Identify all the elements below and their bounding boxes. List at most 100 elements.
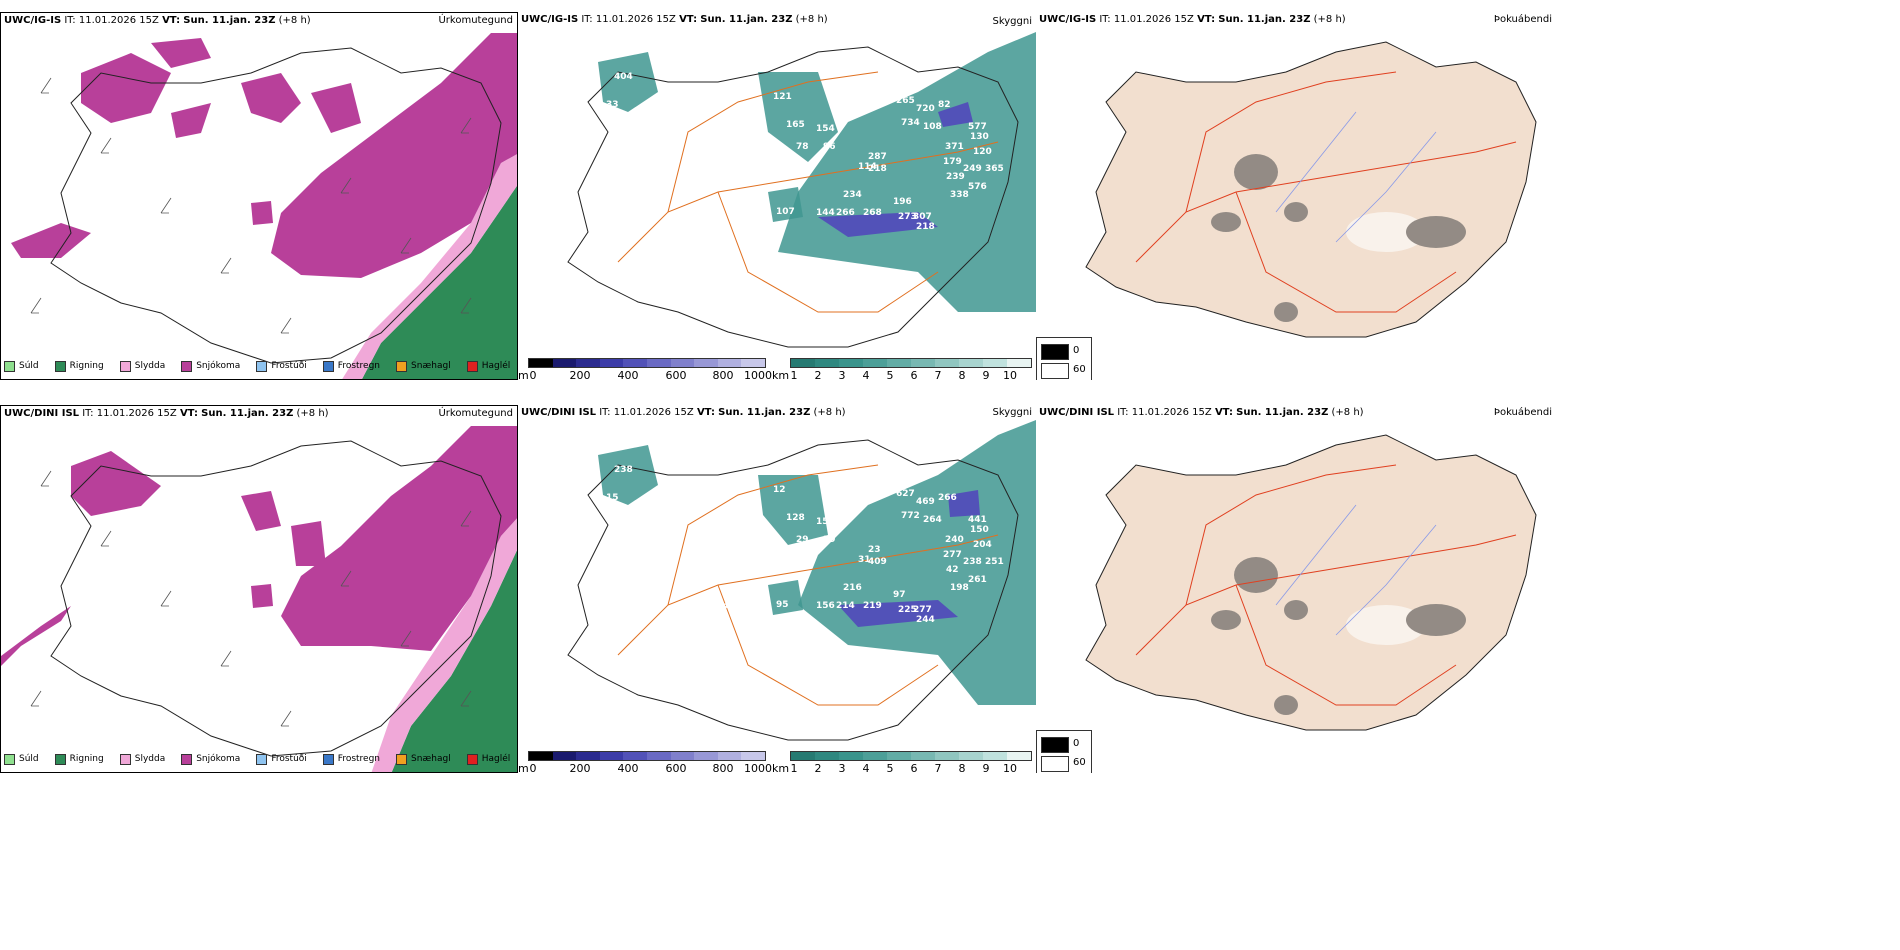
panel-title: UWC/IG-IS IT: 11.01.2026 15Z VT: Sun. 11… [1039, 14, 1346, 25]
legend-item: Snæhagl [396, 753, 451, 765]
iceland-outline [567, 46, 1019, 348]
snow-areas [11, 33, 517, 278]
legend-item: Haglél [466, 360, 510, 372]
cloudbase-label: 627 [896, 489, 915, 499]
cloudbase-label: 287 [868, 152, 887, 162]
legend-item: Rigning [54, 360, 104, 372]
cloudbase-label: 110 [726, 208, 745, 218]
cloudbase-label: 128 [786, 513, 805, 523]
precip-type-panel-top: UWC/IG-IS IT: 11.01.2026 15Z VT: Sun. 11… [0, 12, 518, 380]
cloudbase-label: 244 [916, 615, 935, 625]
cloudbase-label: 266 [836, 208, 855, 218]
precip-map [11, 33, 517, 379]
cloudbase-label: 15 [606, 493, 619, 503]
legend-item: Frostúði [256, 753, 307, 765]
cloudbase-label: 154 [816, 124, 835, 134]
legend-item: Snjókoma [181, 360, 240, 372]
cloudbase-label: 127 [710, 603, 729, 613]
fog-legend: 0 60 [1036, 337, 1092, 380]
cloudbase-label: 82 [938, 100, 951, 110]
legend-item: Slydda [119, 360, 165, 372]
cloudbase-label: 78 [796, 142, 809, 152]
cloudbase-label: 10 [710, 210, 723, 220]
rain-area [362, 185, 517, 379]
panel-tag: Skyggni [992, 407, 1032, 418]
cloudbase-label: 268 [863, 208, 882, 218]
cloudbase-label: 265 [896, 96, 915, 106]
precip-legend: Súld Rigning Slydda Snjókoma Frostúði Fr… [4, 750, 517, 768]
cloudbase-label: 165 [786, 120, 805, 130]
cloudbase-label: 208 [726, 601, 745, 611]
roads [617, 464, 999, 706]
cloudbase-label: 150 [970, 525, 989, 535]
sleet-area [371, 518, 517, 772]
cloudbase-label: 264 [923, 515, 942, 525]
legend-item: Súld [4, 360, 39, 372]
legend-item: Slydda [119, 753, 165, 765]
cloud-labels: 404 33 121 165 154 78 96 114 287 218 265 720 734 82 10… [518, 12, 1036, 352]
cloud-visibility-panel-top: UWC/IG-IS IT: 11.01.2026 15Z VT: Sun. 11… [518, 12, 1036, 380]
cloudbase-ticks: 0 200 400 600 800 1000 [529, 369, 773, 380]
cloudbase-label: 277 [913, 605, 932, 615]
cloudbase-label: 576 [968, 182, 987, 192]
roads [617, 71, 999, 313]
cloudbase-label: 307 [913, 212, 932, 222]
fog-shading [1211, 154, 1466, 322]
cloudbase-label: 120 [973, 147, 992, 157]
cloudbase-label: 214 [836, 601, 855, 611]
cloud-map [567, 32, 1036, 348]
fog-index-panel-bottom: UWC/DINI ISL IT: 11.01.2026 15Z VT: Sun.… [1036, 405, 1556, 773]
legend-item: Snjókoma [181, 753, 240, 765]
visibility-swatches [790, 358, 1032, 368]
cloud-map [567, 420, 1036, 741]
cloudbase-label: 266 [938, 493, 957, 503]
panel-tag: Þokuábendi [1493, 407, 1552, 418]
cloudbase-label: 108 [923, 122, 942, 132]
cloudbase-label: 238 [614, 465, 633, 475]
cloudbase-label: 240 [945, 535, 964, 545]
iceland-outline [50, 47, 502, 364]
cloudbase-label: 249 [963, 164, 982, 174]
cloudbase-label: 216 [843, 583, 862, 593]
cloudbase-label: 238 [963, 557, 982, 567]
legend-item: Rigning [54, 753, 104, 765]
cloudbase-label: 97 [893, 590, 906, 600]
cloudbase-label: 12 [773, 485, 786, 495]
cloudbase-label: 218 [868, 164, 887, 174]
cloudbase-label: 179 [943, 157, 962, 167]
sleet-area [342, 154, 517, 379]
cloudbase-label: 198 [950, 583, 969, 593]
visibility-colorbar: km 1 2 3 4 5 6 7 8 9 10 [772, 358, 1034, 380]
cloudbase-label: 338 [950, 190, 969, 200]
legend-item: Frostregn [322, 360, 380, 372]
precip-map [1, 426, 517, 772]
roads [1135, 464, 1517, 706]
cloudbase-label: 734 [901, 118, 920, 128]
cloudbase-label: 29 [796, 535, 809, 545]
cloudbase-label: 144 [816, 208, 835, 218]
cloud-visibility-panel-bottom: UWC/DINI ISL IT: 11.01.2026 15Z VT: Sun.… [518, 405, 1036, 773]
cloudbase-label: 441 [968, 515, 987, 525]
cloudbase-swatches [528, 751, 766, 761]
panel-tag: Skyggni [992, 16, 1032, 27]
cloudbase-colorbar: m 0 200 400 600 800 1000 [518, 358, 773, 380]
cloudbase-label: 365 [985, 164, 1004, 174]
cloudbase-label: 95 [776, 600, 789, 610]
cloudbase-label: 121 [773, 92, 792, 102]
legend-item: Frostúði [256, 360, 307, 372]
panel-title: UWC/DINI ISL IT: 11.01.2026 15Z VT: Sun.… [521, 407, 846, 418]
low-cloud-patches [838, 490, 980, 627]
cloudbase-label: 577 [968, 122, 987, 132]
iceland-land [1085, 41, 1537, 338]
fog-index-panel-top: UWC/IG-IS IT: 11.01.2026 15Z VT: Sun. 11… [1036, 12, 1556, 380]
visibility-swatches [790, 751, 1032, 761]
cloudbase-label: 219 [863, 601, 882, 611]
iceland-outline [567, 439, 1019, 741]
cloudbase-label: 107 [776, 207, 795, 217]
cloudbase-label: 225 [898, 605, 917, 615]
rain-area [391, 550, 517, 772]
legend-item: Frostregn [322, 753, 380, 765]
cloudbase-ticks: 0 200 400 600 800 1000 [529, 762, 773, 773]
panel-tag: Úrkomutegund [438, 408, 513, 419]
iceland-land [1085, 434, 1537, 731]
